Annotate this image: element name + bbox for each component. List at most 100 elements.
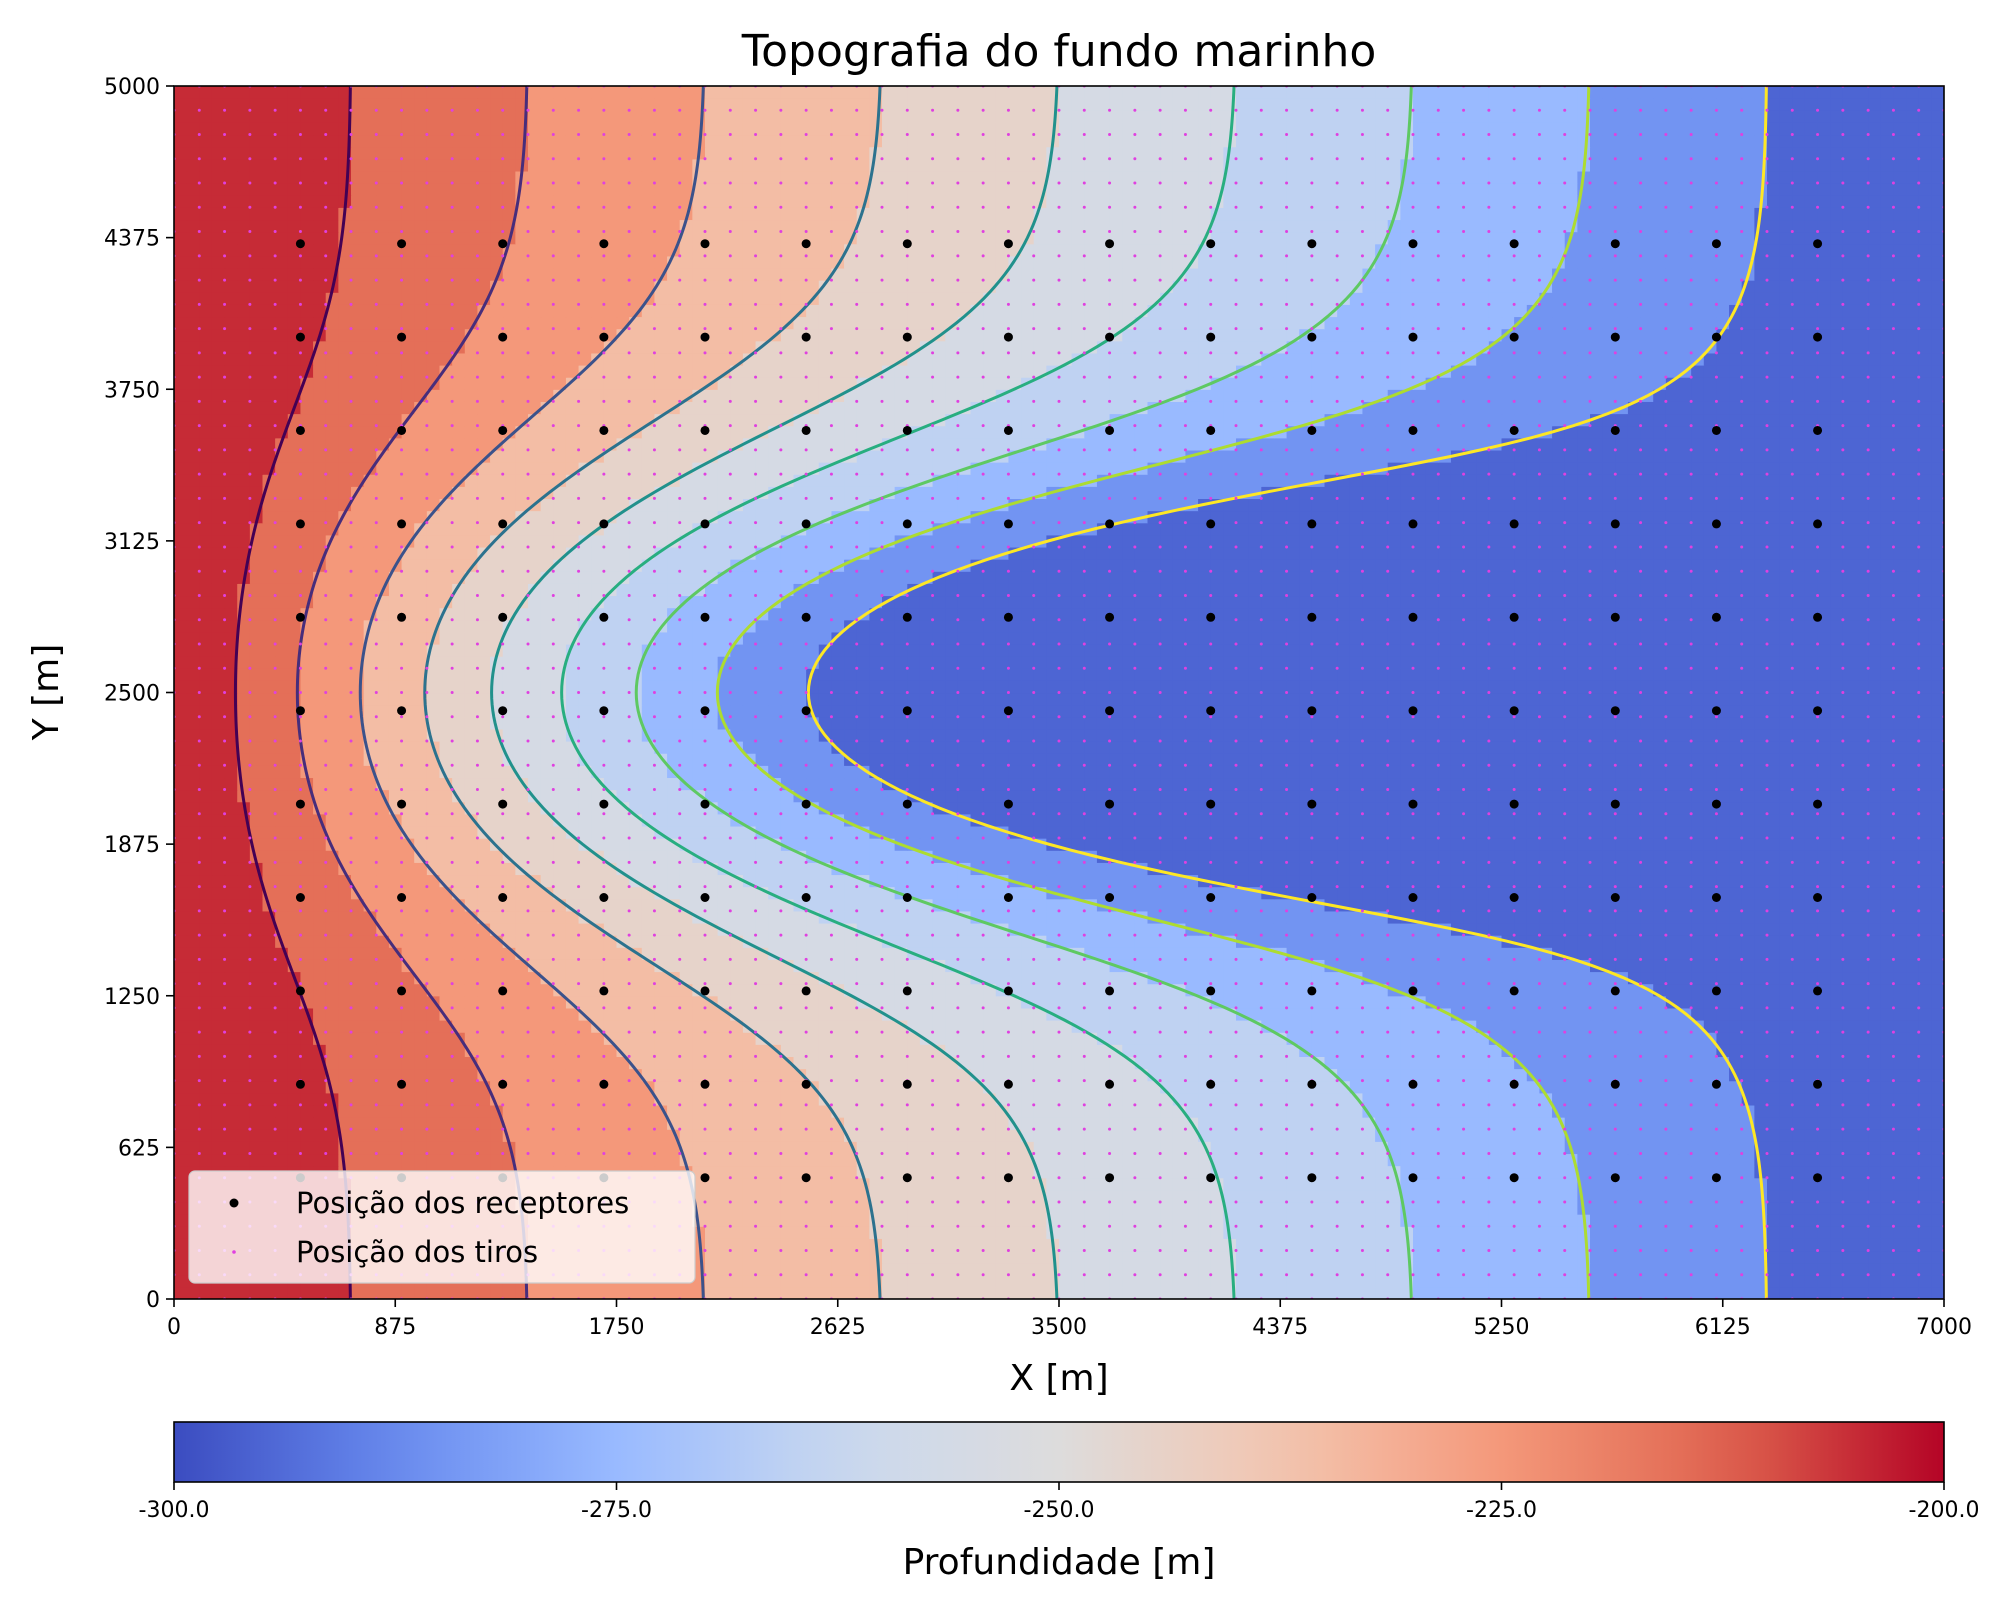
field-cell [1248,1117,1262,1130]
field-cell [1817,1044,1831,1057]
field-cell [629,886,643,900]
field-cell [1539,1056,1553,1070]
field-cell [1122,922,1136,936]
field-cell [717,1177,731,1191]
field-cell [224,983,238,997]
field-cell [1880,1238,1895,1252]
field-cell [1223,910,1237,924]
field-cell [1880,910,1895,924]
field-cell [1842,1129,1857,1142]
field-cell [1223,1141,1237,1155]
field-cell [1767,910,1781,924]
field-cell [376,862,390,876]
field-cell [1172,1056,1187,1070]
field-cell [1299,1153,1313,1167]
field-cell [528,1286,542,1299]
field-cell [970,1165,984,1179]
field-cell [578,983,592,997]
field-cell [1488,1129,1503,1142]
field-cell [515,1141,529,1155]
field-cell [1817,1092,1831,1106]
field-cell [1514,1044,1528,1057]
field-cell [1084,1141,1098,1155]
field-cell [1210,1020,1224,1033]
field-cell [275,1286,289,1299]
field-cell [1627,959,1642,973]
field-cell [869,1068,883,1082]
field-cell [1438,1129,1452,1142]
field-cell [983,1262,997,1276]
field-cell [1514,1189,1528,1203]
field-cell [705,1286,719,1299]
field-cell [1842,1092,1857,1106]
field-cell [502,910,516,924]
field-cell [907,1056,921,1070]
field-cell [528,1032,542,1045]
field-cell [907,935,921,948]
field-cell [325,1286,339,1299]
field-cell [945,1250,959,1264]
field-cell [995,947,1010,960]
field-cell [515,1092,529,1106]
field-cell [1868,1020,1882,1033]
field-cell [1185,1080,1199,1094]
field-cell [1880,995,1895,1009]
field-cell [970,886,984,900]
field-cell [249,1080,264,1094]
field-cell [1602,1092,1616,1106]
field-cell [1703,1201,1718,1215]
field-cell [439,898,453,912]
field-cell [768,922,782,936]
field-cell [1084,1274,1098,1288]
field-cell [426,1286,441,1299]
field-cell [1375,1092,1389,1106]
field-cell [1021,1080,1035,1094]
field-cell [1223,1080,1237,1094]
field-cell [1741,1201,1755,1215]
field-cell [1299,1141,1313,1155]
field-cell [1880,1129,1895,1142]
field-cell [869,1020,883,1033]
field-cell [717,1274,731,1288]
field-cell [1071,1286,1085,1299]
field-cell [1046,1177,1060,1191]
field-cell [1514,1274,1528,1288]
field-cell [1476,1068,1490,1082]
field-cell [1514,1286,1528,1299]
field-cell [1564,910,1578,924]
field-cell [831,1177,845,1191]
field-cell [1564,1189,1578,1203]
field-cell [1210,910,1224,924]
field-cell [376,959,390,973]
field-cell [667,1068,681,1082]
field-cell [1893,1165,1907,1179]
field-cell [654,910,668,924]
field-cell [452,1153,466,1167]
field-cell [705,1032,719,1045]
field-cell [1526,1044,1541,1057]
field-cell [528,1080,542,1094]
field-cell [1337,935,1351,948]
field-cell [1008,1020,1022,1033]
field-cell [1134,983,1149,997]
field-cell [856,1214,870,1227]
field-cell [1059,874,1073,888]
field-cell [818,1165,833,1179]
field-cell [945,1226,959,1239]
field-cell [1779,935,1793,948]
field-cell [414,1153,428,1167]
field-cell [1425,1044,1439,1057]
field-cell [1792,1044,1806,1057]
field-cell [1640,1056,1654,1070]
field-cell [262,1020,276,1033]
field-cell [1160,1262,1174,1276]
field-cell [882,1092,896,1106]
field-cell [1362,1189,1376,1203]
field-cell [325,947,339,960]
field-cell [1362,1238,1376,1252]
field-cell [894,910,908,924]
field-cell [1096,1274,1111,1288]
field-cell [1729,1274,1743,1288]
field-cell [1400,1129,1414,1142]
field-cell [793,1044,807,1057]
